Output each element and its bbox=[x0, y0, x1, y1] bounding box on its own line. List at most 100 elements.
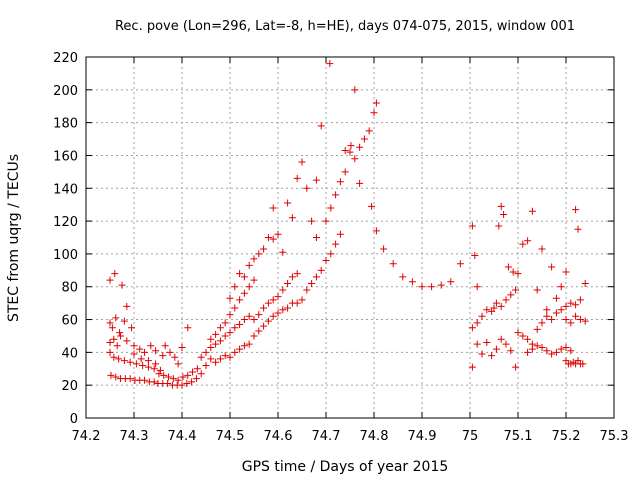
data-point bbox=[538, 319, 546, 327]
data-point bbox=[128, 324, 136, 332]
data-point bbox=[509, 268, 517, 276]
data-point bbox=[192, 375, 200, 383]
data-point bbox=[552, 348, 560, 356]
data-point bbox=[169, 375, 177, 383]
data-point bbox=[332, 240, 340, 248]
data-point bbox=[492, 299, 500, 307]
data-point bbox=[308, 279, 316, 287]
data-point bbox=[221, 332, 229, 340]
data-point bbox=[269, 312, 277, 320]
data-point bbox=[326, 60, 334, 68]
data-point bbox=[468, 324, 476, 332]
data-point bbox=[183, 380, 191, 388]
data-point bbox=[507, 347, 515, 355]
data-point bbox=[380, 245, 388, 253]
data-point bbox=[572, 312, 580, 320]
data-point bbox=[488, 352, 496, 360]
data-point bbox=[231, 324, 239, 332]
data-point bbox=[156, 366, 164, 374]
data-point bbox=[284, 304, 292, 312]
data-point bbox=[240, 316, 248, 324]
data-point bbox=[245, 283, 253, 291]
data-point bbox=[284, 199, 292, 207]
data-point bbox=[120, 357, 128, 365]
data-point bbox=[250, 255, 258, 263]
data-point bbox=[179, 373, 187, 381]
data-point bbox=[155, 370, 163, 378]
data-point bbox=[303, 184, 311, 192]
data-point bbox=[548, 350, 556, 358]
data-point bbox=[572, 301, 580, 309]
data-point bbox=[298, 158, 306, 166]
data-point bbox=[147, 342, 155, 350]
data-point bbox=[279, 286, 287, 294]
y-tick-label: 120 bbox=[53, 215, 78, 230]
data-point bbox=[117, 332, 125, 340]
data-point bbox=[231, 348, 239, 356]
data-point bbox=[322, 256, 330, 264]
data-point bbox=[473, 340, 481, 348]
data-point bbox=[178, 381, 186, 389]
data-point bbox=[346, 148, 354, 156]
data-point bbox=[557, 306, 565, 314]
data-point bbox=[250, 332, 258, 340]
data-point bbox=[562, 268, 570, 276]
data-point bbox=[118, 281, 126, 289]
data-point bbox=[567, 347, 575, 355]
data-point bbox=[264, 317, 272, 325]
data-point bbox=[351, 86, 359, 94]
data-point bbox=[137, 355, 145, 363]
data-point bbox=[240, 289, 248, 297]
y-tick-label: 20 bbox=[61, 379, 78, 394]
data-points bbox=[106, 60, 589, 389]
x-tick-label: 75.1 bbox=[504, 429, 533, 444]
y-tick-label: 0 bbox=[70, 412, 78, 427]
data-point bbox=[581, 279, 589, 287]
data-point bbox=[123, 337, 131, 345]
data-point bbox=[126, 358, 134, 366]
data-point bbox=[123, 302, 131, 310]
data-point bbox=[317, 266, 325, 274]
data-point bbox=[507, 291, 515, 299]
y-tick-label: 80 bbox=[61, 281, 78, 296]
y-tick-label: 200 bbox=[53, 84, 78, 99]
data-point bbox=[216, 324, 224, 332]
data-point bbox=[164, 380, 172, 388]
data-point bbox=[212, 358, 220, 366]
x-tick-label: 74.5 bbox=[216, 429, 245, 444]
data-point bbox=[399, 273, 407, 281]
data-point bbox=[255, 311, 263, 319]
data-point bbox=[231, 283, 239, 291]
data-point bbox=[236, 320, 244, 328]
x-tick-label: 74.9 bbox=[408, 429, 437, 444]
data-point bbox=[336, 230, 344, 238]
data-point bbox=[524, 335, 532, 343]
plot-frame bbox=[85, 56, 615, 419]
data-point bbox=[473, 283, 481, 291]
data-point bbox=[226, 353, 234, 361]
data-point bbox=[519, 332, 527, 340]
data-point bbox=[111, 270, 119, 278]
data-point bbox=[548, 263, 556, 271]
x-tick-label: 74.6 bbox=[264, 429, 293, 444]
data-point bbox=[245, 340, 253, 348]
data-point bbox=[236, 296, 244, 304]
data-point bbox=[356, 179, 364, 187]
data-point bbox=[514, 329, 522, 337]
data-point bbox=[548, 316, 556, 324]
data-point bbox=[106, 348, 114, 356]
data-point bbox=[166, 348, 174, 356]
data-point bbox=[216, 355, 224, 363]
data-point bbox=[212, 330, 220, 338]
data-point bbox=[428, 283, 436, 291]
data-point bbox=[106, 276, 114, 284]
data-point bbox=[478, 350, 486, 358]
data-point bbox=[150, 378, 158, 386]
data-point bbox=[197, 370, 205, 378]
data-point bbox=[120, 317, 128, 325]
data-point bbox=[197, 353, 205, 361]
data-point bbox=[212, 340, 220, 348]
data-point bbox=[437, 281, 445, 289]
data-point bbox=[152, 360, 160, 368]
